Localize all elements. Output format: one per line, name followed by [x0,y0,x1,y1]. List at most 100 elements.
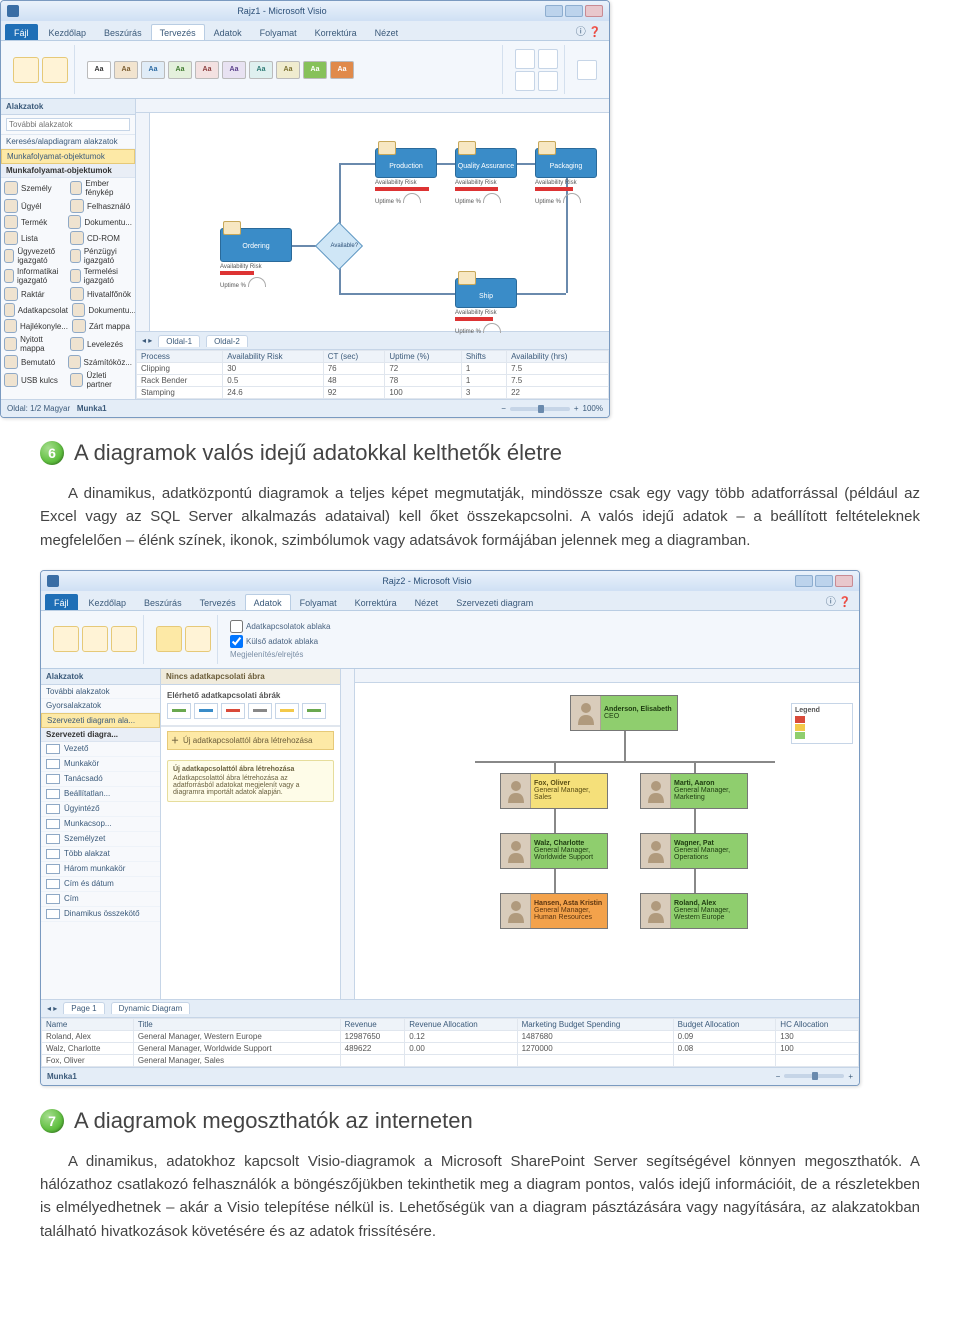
sheet-nav-icon[interactable]: ◂ ▸ [142,336,152,345]
stencil-link[interactable]: Gyorsalakzatok [41,699,160,713]
shape-item[interactable]: Számítóköz... [68,355,132,369]
org-card[interactable]: Anderson, ElisabethCEO [570,695,678,731]
shape-item[interactable]: Ügyvezető igazgató [4,247,66,265]
flowchart-process[interactable]: Packaging [535,148,597,178]
ribbon-button[interactable] [577,60,597,80]
sheet-nav-icon[interactable]: ◂ ▸ [47,1004,57,1013]
shape-item[interactable]: Három munkakör [41,862,160,877]
shape-item[interactable]: Zárt mappa [72,319,132,333]
column-header[interactable]: Revenue Allocation [405,1018,517,1030]
theme-swatch[interactable]: Aa [195,61,219,79]
close-button[interactable] [835,575,853,587]
ribbon-button[interactable] [82,626,108,652]
graphic-swatch[interactable] [248,703,272,719]
sheet-tab[interactable]: Page 1 [63,1002,104,1014]
sheet-tab[interactable]: Oldal-1 [158,335,200,347]
column-header[interactable]: Availability Risk [223,351,324,363]
shape-item[interactable]: USB kulcs [4,371,66,389]
theme-swatch[interactable]: Aa [141,61,165,79]
column-header[interactable]: Title [133,1018,340,1030]
ribbon-button[interactable] [111,626,137,652]
flowchart-process[interactable]: Production [375,148,437,178]
column-header[interactable]: CT (sec) [323,351,385,363]
ribbon-button[interactable] [515,71,535,91]
flowchart-process[interactable]: Ordering [220,228,292,262]
ribbon-button[interactable] [538,71,558,91]
org-card[interactable]: Walz, CharlotteGeneral Manager, Worldwid… [500,833,608,869]
table-row[interactable]: Rack Bender0.5487817.5 [137,375,609,387]
maximize-button[interactable] [565,5,583,17]
stencil-link-selected[interactable]: Munkafolyamat-objektumok [1,149,135,164]
org-card[interactable]: Fox, OliverGeneral Manager, Sales [500,773,608,809]
shape-item[interactable]: Hajlékonyle... [4,319,68,333]
shape-item[interactable]: Adatkapcsolat [4,303,68,317]
theme-swatch[interactable]: Aa [330,61,354,79]
shape-item[interactable]: Munkacsop... [41,817,160,832]
ribbon-tab[interactable]: Tervezés [191,594,245,610]
shape-item[interactable]: CD-ROM [70,231,132,245]
sheet-tab[interactable]: Oldal-2 [206,335,248,347]
canvas[interactable]: Anderson, ElisabethCEO Fox, OliverGeneral… [341,669,859,999]
table-row[interactable]: Roland, AlexGeneral Manager, Western Eur… [42,1030,859,1042]
ribbon-button[interactable] [185,626,211,652]
zoom-control[interactable]: − + 100% [501,404,603,413]
theme-swatch[interactable]: Aa [114,61,138,79]
shape-item[interactable]: Hivatalfőnök [70,287,132,301]
shape-item[interactable]: Pénzügyi igazgató [70,247,132,265]
column-header[interactable]: Shifts [461,351,506,363]
table-row[interactable]: Walz, CharlotteGeneral Manager, Worldwid… [42,1042,859,1054]
shape-item[interactable]: Ügyintéző [41,802,160,817]
org-card[interactable]: Wagner, PatGeneral Manager, Operations [640,833,748,869]
ribbon-button[interactable] [538,49,558,69]
shape-item[interactable]: Ember fénykép [70,179,132,197]
ribbon-tab[interactable]: Kezdőlap [40,24,96,40]
ribbon-button[interactable] [42,57,68,83]
ribbon-tab[interactable]: Adatok [245,594,291,610]
ribbon-tab[interactable]: Kezdőlap [80,594,136,610]
theme-swatch[interactable]: Aa [276,61,300,79]
shape-item[interactable]: Személy [4,179,66,197]
ribbon-tab[interactable]: Nézet [366,24,408,40]
theme-swatch[interactable]: Aa [87,61,111,79]
stencil-link-selected[interactable]: Szervezeti diagram ala... [41,713,160,728]
shape-item[interactable]: Termék [4,215,64,229]
column-header[interactable]: Process [137,351,223,363]
shape-item[interactable]: Informatikai igazgató [4,267,66,285]
minimize-button[interactable] [795,575,813,587]
help-icon[interactable]: ⓘ ❓ [824,591,853,610]
graphic-swatch[interactable] [221,703,245,719]
ribbon-tab[interactable]: Beszúrás [95,24,151,40]
shapes-search-input[interactable] [6,118,130,131]
sheet-tab[interactable]: Dynamic Diagram [111,1002,191,1014]
org-card[interactable]: Hansen, Asta KristinGeneral Manager, Hum… [500,893,608,929]
canvas[interactable]: OrderingAvailability RiskUptime % Availa… [150,113,609,331]
maximize-button[interactable] [815,575,833,587]
checkbox[interactable] [230,620,243,633]
table-row[interactable]: Fox, OliverGeneral Manager, Sales [42,1054,859,1066]
graphic-swatch[interactable] [167,703,191,719]
zoom-out-icon[interactable]: − [501,404,506,413]
minimize-button[interactable] [545,5,563,17]
column-header[interactable]: Revenue [340,1018,405,1030]
column-header[interactable]: Availability (hrs) [507,351,609,363]
shape-item[interactable]: Tanácsadó [41,772,160,787]
flowchart-process[interactable]: Ship [455,278,517,308]
shape-item[interactable]: Termelési igazgató [70,267,132,285]
ribbon-tab[interactable]: Beszúrás [135,594,191,610]
shape-item[interactable]: Bemutató [4,355,64,369]
ribbon-tab[interactable]: Korrektúra [306,24,366,40]
theme-swatch[interactable]: Aa [249,61,273,79]
stencil-link[interactable]: Keresés/alapdiagram alakzatok [1,135,135,149]
ribbon-tab[interactable]: Folyamat [251,24,306,40]
column-header[interactable]: Uptime (%) [385,351,461,363]
graphic-swatch[interactable] [302,703,326,719]
zoom-in-icon[interactable]: + [848,1072,853,1081]
stencil-link[interactable]: További alakzatok [41,685,160,699]
ribbon-tab[interactable]: Szervezeti diagram [447,594,542,610]
shape-item[interactable]: Munkakör [41,757,160,772]
shape-item[interactable]: Vezető [41,742,160,757]
org-card[interactable]: Marti, AaronGeneral Manager, Marketing [640,773,748,809]
column-header[interactable]: Name [42,1018,134,1030]
ribbon-button-active[interactable] [156,626,182,652]
flowchart-process[interactable]: Quality Assurance [455,148,517,178]
